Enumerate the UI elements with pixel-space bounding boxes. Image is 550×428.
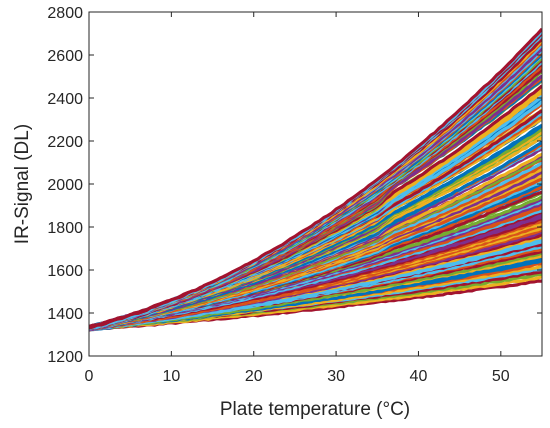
x-tick-label: 40 (410, 368, 428, 385)
series-line (89, 27, 542, 330)
y-tick-label: 1800 (47, 220, 83, 237)
x-tick-label: 30 (327, 368, 345, 385)
y-tick-label: 2400 (47, 91, 83, 108)
y-tick-label: 2800 (47, 5, 83, 22)
x-tick-label: 20 (245, 368, 263, 385)
x-tick-label: 50 (492, 368, 510, 385)
y-tick-label: 1200 (47, 349, 83, 366)
series-group (89, 27, 542, 332)
y-tick-label: 2200 (47, 134, 83, 151)
y-axis-ticks: 1200 1400 1600 1800 2000 2200 2400 2600 2800 (47, 5, 542, 366)
y-axis-label: IR-Signal (DL) (12, 124, 33, 244)
y-tick-label: 1600 (47, 263, 83, 280)
y-tick-label: 1400 (47, 306, 83, 323)
y-tick-label: 2000 (47, 177, 83, 194)
x-tick-label: 10 (162, 368, 180, 385)
x-axis-ticks: 0 10 20 30 40 50 (85, 12, 510, 385)
x-tick-label: 0 (85, 368, 94, 385)
y-tick-label: 2600 (47, 48, 83, 65)
x-axis-label: Plate temperature (°C) (220, 399, 410, 420)
